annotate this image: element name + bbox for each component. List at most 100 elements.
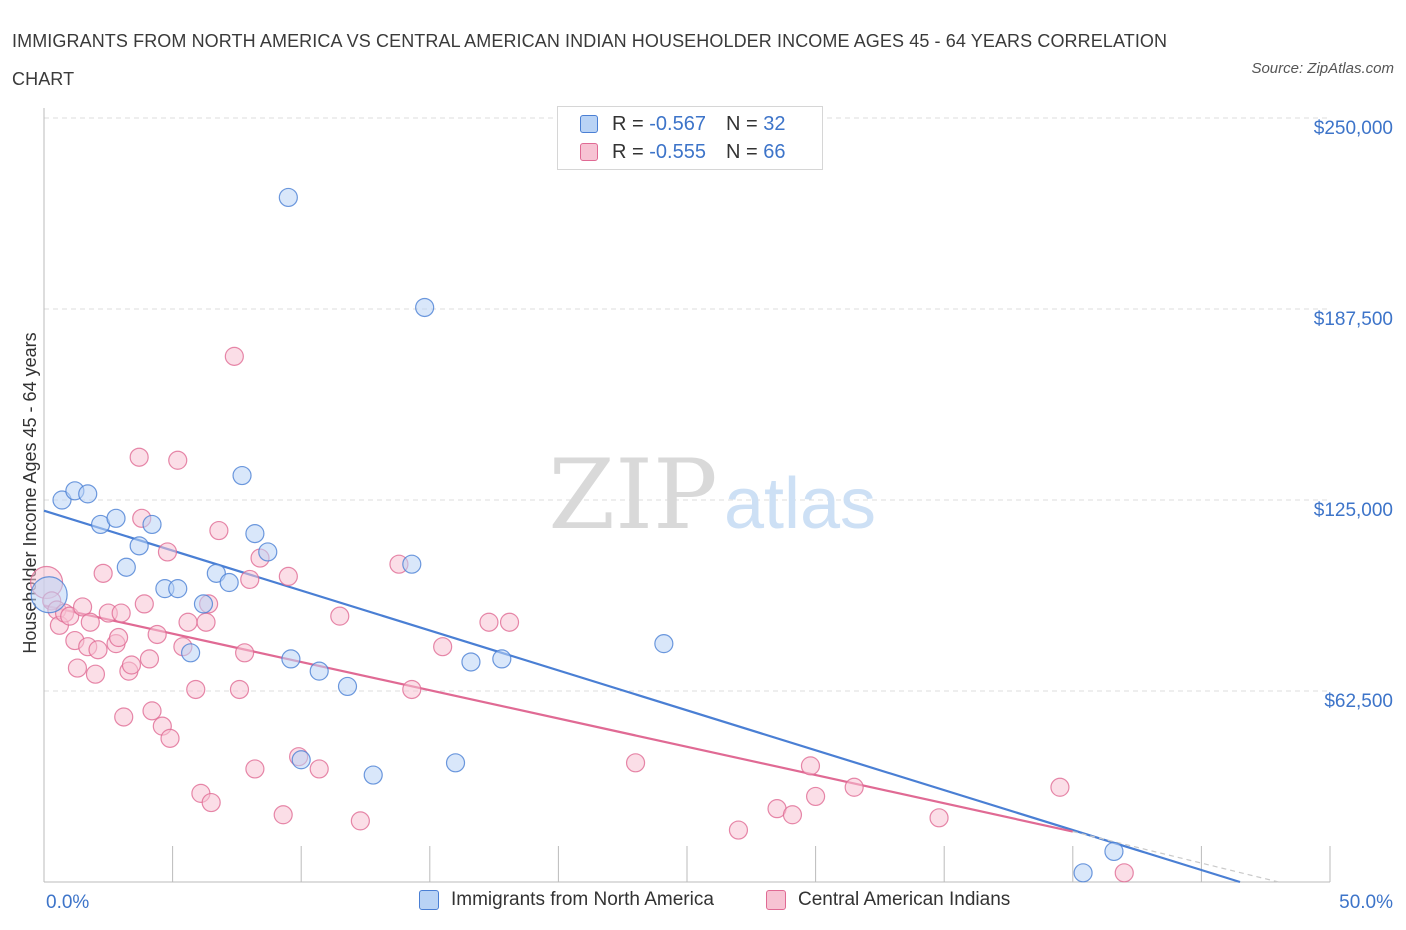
n-label: N =	[725, 140, 764, 163]
n-value: 66	[763, 140, 786, 163]
pink-trend-extension	[1072, 830, 1279, 883]
blue-data-point	[1073, 863, 1093, 883]
blue-data-point	[461, 652, 481, 672]
legend-swatch-blue	[419, 890, 439, 910]
pink-data-point	[245, 759, 265, 779]
pink-data-point	[67, 658, 88, 678]
pink-data-point	[178, 612, 198, 632]
legend-swatch-blue	[580, 115, 598, 133]
pink-data-point	[782, 805, 803, 825]
pink-data-point	[402, 679, 422, 700]
watermark-zip: ZIP	[548, 439, 717, 551]
pink-data-point	[209, 520, 229, 541]
blue-data-point	[1104, 841, 1124, 862]
n-label: N =	[725, 112, 764, 135]
r-value: -0.555	[649, 140, 706, 163]
data-points	[29, 187, 1134, 883]
pink-data-point	[134, 594, 154, 614]
legend-item-immigrants: Immigrants from North America	[419, 889, 714, 911]
blue-data-point	[291, 750, 311, 770]
legend-swatch-pink	[580, 143, 598, 161]
pink-data-point	[108, 627, 129, 648]
pink-data-point	[278, 566, 298, 587]
pink-data-point	[85, 664, 106, 684]
pink-data-point	[121, 655, 142, 675]
pink-data-point	[229, 679, 250, 700]
blue-data-point	[116, 557, 136, 577]
blue-data-point	[168, 579, 188, 599]
pink-data-point	[80, 612, 100, 632]
blue-data-point	[129, 536, 149, 556]
blue-data-point	[337, 676, 358, 697]
blue-data-point	[363, 765, 383, 785]
legend-swatch-pink	[766, 890, 786, 910]
pink-data-point	[88, 640, 108, 660]
pink-data-point	[1050, 777, 1070, 797]
pink-data-point	[805, 786, 826, 807]
blue-data-point	[654, 634, 674, 654]
watermark-atlas: atlas	[724, 464, 876, 544]
trend-lines	[43, 509, 1279, 884]
pink-data-point	[309, 759, 329, 779]
pink-data-point	[201, 792, 221, 813]
y-tick-labels: $62,500 $125,000 $187,500 $250,000	[1314, 118, 1393, 712]
legend-row-pink: R = -0.555 N = 66	[580, 138, 785, 166]
blue-data-point	[78, 484, 98, 504]
blue-trend-line	[43, 509, 1241, 884]
pink-data-point	[129, 447, 149, 467]
blue-data-point	[258, 542, 278, 562]
y-tick-label: $125,000	[1314, 500, 1393, 521]
y-tick-label: $62,500	[1324, 691, 1393, 712]
pink-data-point	[499, 612, 520, 632]
pink-data-point	[224, 346, 244, 366]
pink-data-point	[72, 597, 93, 617]
pink-data-point	[1114, 863, 1134, 883]
pink-data-point	[93, 563, 113, 583]
y-tick-label: $187,500	[1314, 309, 1393, 330]
blue-data-point	[106, 508, 126, 528]
correlation-legend: R = -0.567 N = 32 R = -0.555 N = 66	[557, 106, 823, 170]
blue-data-point	[445, 753, 466, 773]
blue-data-point	[278, 187, 298, 208]
pink-data-point	[800, 756, 821, 776]
pink-data-point	[479, 612, 499, 632]
watermark: ZIP atlas	[548, 439, 876, 551]
blue-data-point	[402, 554, 422, 574]
n-value: 32	[763, 112, 786, 135]
pink-data-point	[728, 820, 749, 840]
blue-data-point	[281, 649, 301, 669]
blue-data-point	[219, 572, 239, 593]
pink-data-point	[330, 606, 350, 626]
r-label: R =	[612, 112, 650, 135]
legend-label: Immigrants from North America	[451, 889, 714, 910]
axes	[43, 108, 1331, 883]
pink-data-point	[168, 450, 188, 470]
legend-label: Central American Indians	[798, 889, 1011, 910]
pink-data-point	[157, 542, 178, 562]
pink-data-point	[235, 643, 255, 663]
blue-data-point	[232, 465, 252, 486]
pink-data-point	[160, 728, 180, 748]
blue-data-point	[492, 649, 512, 669]
pink-data-point	[114, 707, 134, 727]
pink-data-point	[142, 701, 162, 721]
blue-data-point	[309, 661, 329, 681]
pink-data-point	[186, 679, 206, 700]
r-label: R =	[612, 140, 650, 163]
x-tick-label: 50.0%	[1339, 892, 1393, 913]
pink-data-point	[350, 811, 370, 831]
blue-data-point	[181, 643, 201, 663]
pink-data-point	[147, 624, 167, 645]
pink-data-point	[625, 753, 646, 773]
chart-title: IMMIGRANTS FROM NORTH AMERICA VS CENTRAL…	[12, 31, 1168, 89]
pink-data-point	[844, 777, 864, 797]
grid-lines	[44, 117, 1330, 692]
pink-data-point	[196, 612, 216, 632]
source-label: Source: ZipAtlas.com	[1251, 60, 1394, 77]
pink-data-point	[111, 603, 131, 623]
pink-data-point	[929, 808, 949, 828]
blue-data-point	[142, 514, 162, 535]
legend-item-central-american: Central American Indians	[766, 889, 1010, 911]
pink-data-point	[273, 805, 293, 825]
